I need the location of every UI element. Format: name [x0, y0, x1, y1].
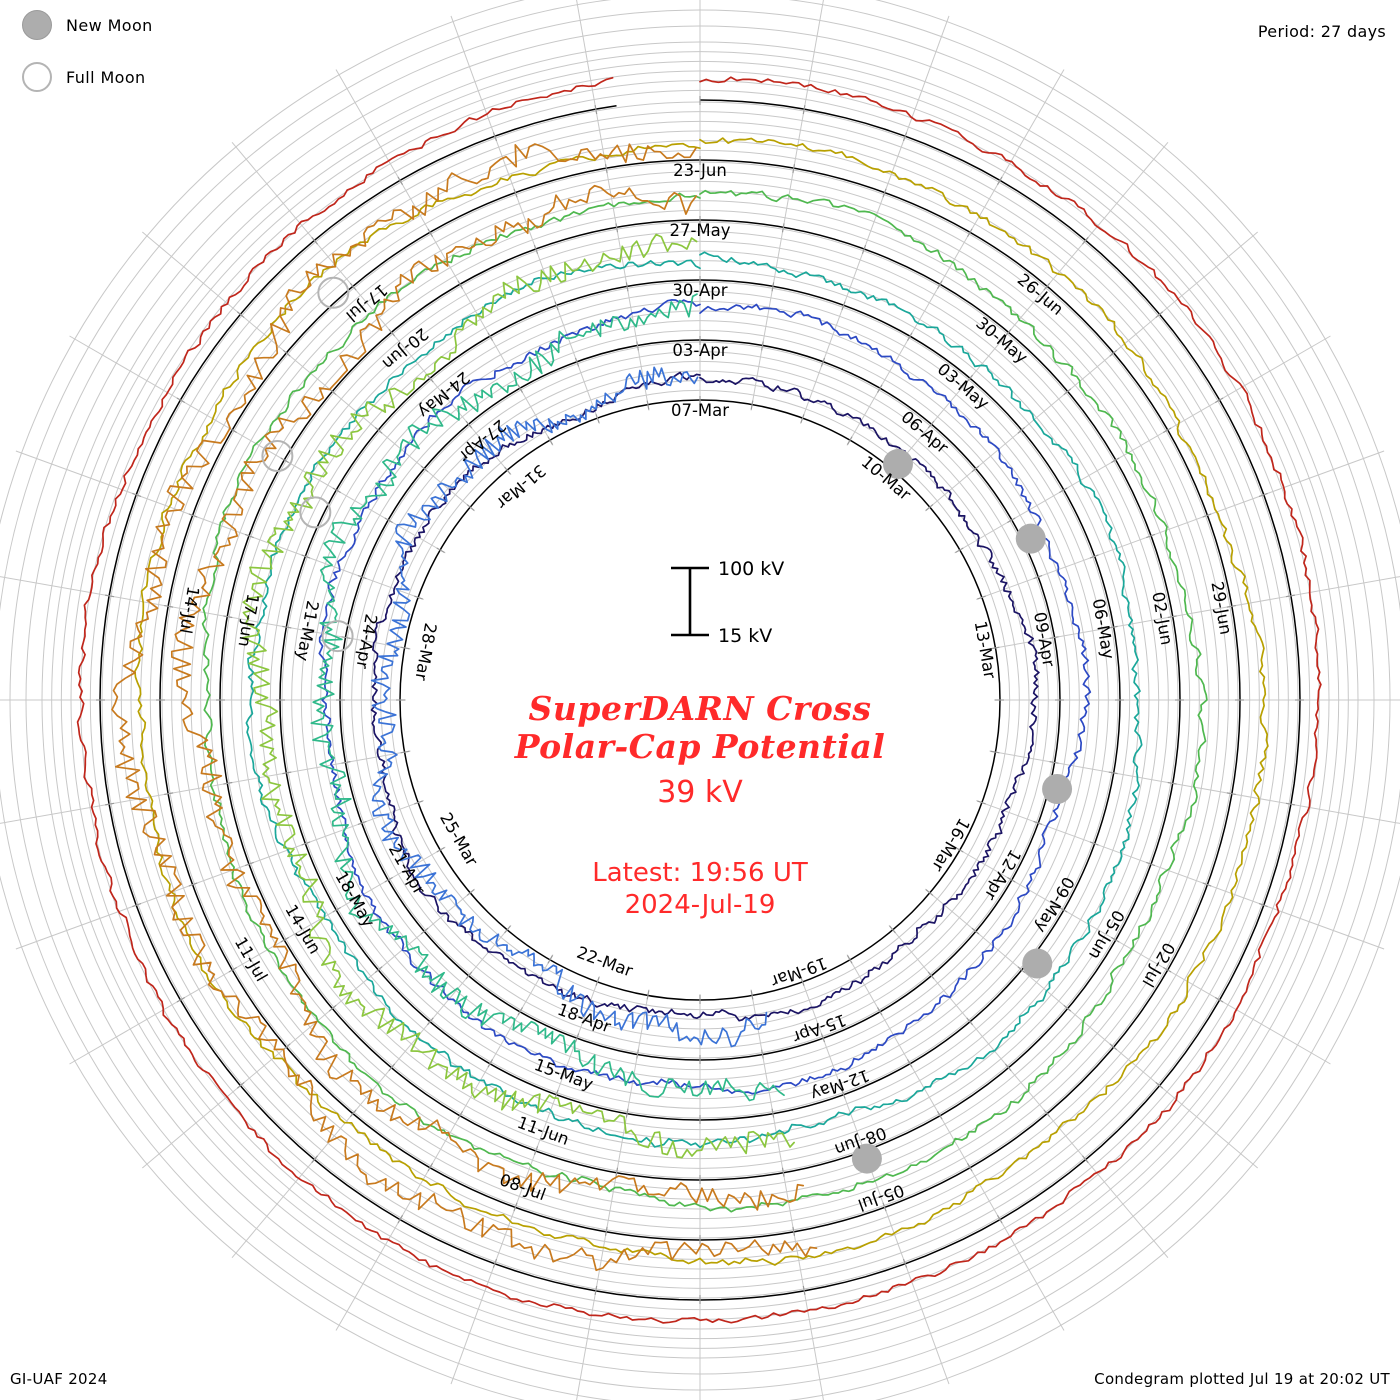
period-note: Period: 27 days	[1257, 22, 1386, 41]
chart-title: SuperDARN Cross Polar-Cap Potential	[0, 689, 1400, 767]
new-moon-marker	[1022, 948, 1053, 979]
ring-date-label: 06-Apr	[897, 407, 952, 457]
ring-date-label: 30-Apr	[672, 281, 727, 300]
full-moon-icon	[22, 62, 52, 92]
ring-date-label: 07-Mar	[671, 401, 729, 420]
scalebar-bottom-label: 15 kV	[718, 625, 772, 647]
ring-date-label: 11-Jun	[515, 1113, 572, 1149]
legend-full-moon: Full Moon	[22, 62, 146, 92]
ring-date-label: 02-Jun	[1148, 590, 1176, 646]
chart-title-line2: Polar-Cap Potential	[514, 727, 886, 767]
ring-date-label: 26-Jun	[1014, 270, 1067, 319]
ring-date-label: 28-Mar	[411, 621, 440, 682]
trace-ring-1-late	[370, 366, 768, 1048]
new-moon-marker	[882, 449, 913, 480]
trace-ring-4-late	[170, 184, 805, 1211]
full-moon-label: Full Moon	[66, 67, 146, 87]
latest-info: Latest: 19:56 UT 2024-Jul-19	[0, 858, 1400, 921]
ring-date-label: 13-Mar	[971, 619, 1000, 680]
full-moon-marker	[261, 440, 294, 472]
new-moon-icon	[22, 10, 52, 40]
legend-new-moon: New Moon	[22, 10, 153, 40]
full-moon-marker	[317, 276, 350, 309]
ring-baselines	[96, 96, 1304, 1304]
data-traces	[76, 76, 1322, 1324]
ring-date-label: 03-May	[934, 359, 993, 413]
new-moon-marker	[1015, 523, 1046, 554]
full-moon-marker	[321, 620, 354, 653]
trace-ring-5-late	[111, 143, 818, 1272]
trace-ring-2-late	[310, 293, 785, 1102]
full-moon-marker	[299, 496, 332, 529]
current-value: 39 kV	[657, 775, 743, 810]
ring-date-label: 31-Mar	[492, 461, 549, 513]
ring-date-label: 09-Apr	[1030, 611, 1058, 669]
ring-date-label: 03-Apr	[672, 341, 727, 360]
new-moon-label: New Moon	[66, 15, 153, 35]
ring-date-label: 22-Mar	[574, 943, 635, 981]
ring-date-label: 14-Jul	[176, 585, 203, 635]
scalebar-top-label: 100 kV	[718, 558, 784, 580]
latest-time: Latest: 19:56 UT	[592, 858, 808, 888]
credit-note: GI-UAF 2024	[10, 1370, 108, 1388]
trace-ring-6	[76, 76, 1322, 1324]
trace-ring-1	[370, 371, 1040, 1022]
ring-date-label: 24-May	[414, 368, 473, 422]
latest-date: 2024-Jul-19	[624, 889, 776, 920]
plotted-timestamp: Condegram plotted Jul 19 at 20:02 UT	[1094, 1370, 1390, 1388]
moon-markers	[261, 276, 1073, 1174]
ring-date-label: 27-Apr	[455, 416, 510, 466]
ring-date-label: 06-May	[1089, 597, 1118, 661]
ring-date-label: 02-Jul	[1138, 939, 1178, 990]
new-moon-marker	[851, 1143, 882, 1174]
trace-ring-3	[245, 251, 1143, 1149]
ring-date-label: 29-Jun	[1207, 580, 1235, 636]
trace-ring-5	[134, 137, 1269, 1266]
ring-date-label: 23-Jun	[673, 161, 727, 180]
chart-title-line1: SuperDARN Cross	[528, 689, 872, 728]
ring-date-label: 15-Apr	[790, 1010, 849, 1047]
new-moon-marker	[1042, 774, 1073, 805]
trace-ring-2	[318, 299, 1092, 1095]
ring-date-label: 27-May	[669, 221, 730, 240]
trace-ring-4	[201, 189, 1208, 1213]
trace-ring-3-late	[241, 233, 795, 1159]
scale-bar: 100 kV 15 kV	[671, 558, 784, 647]
